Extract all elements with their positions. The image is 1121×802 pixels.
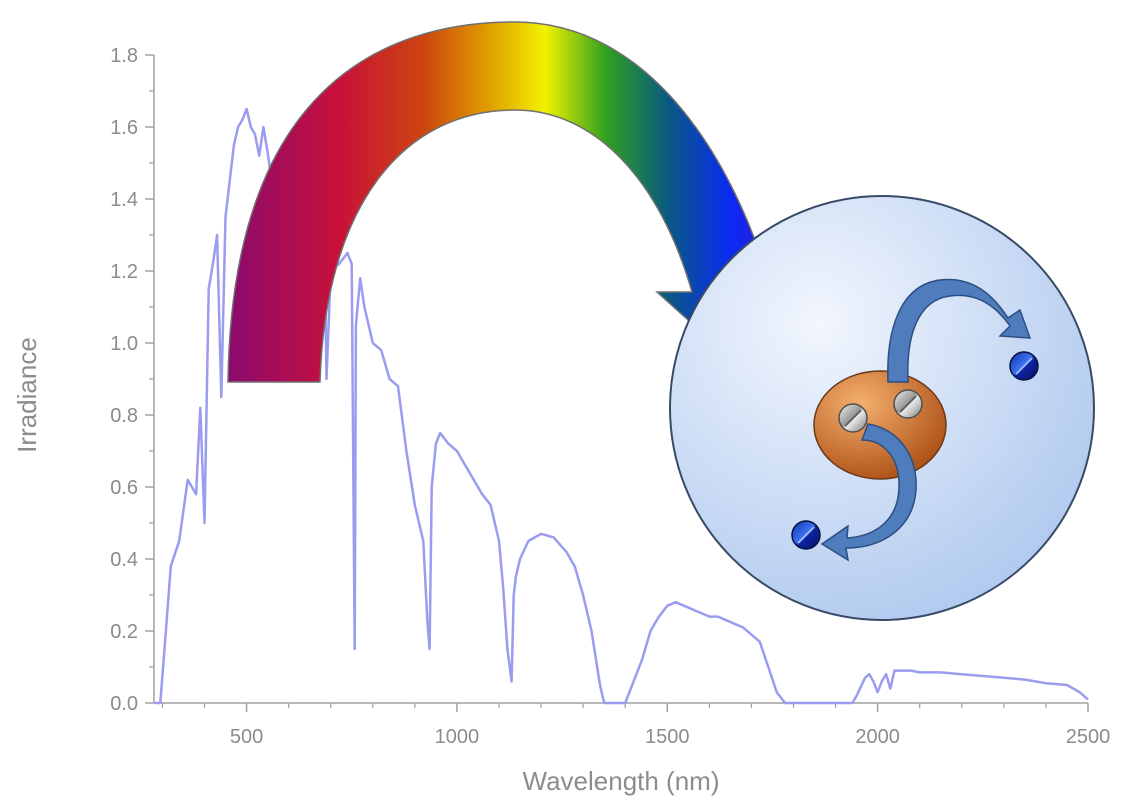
y-tick-label: 1.6 — [110, 117, 138, 139]
y-tick-label: 0.2 — [110, 621, 138, 643]
y-tick-label: 1.0 — [110, 333, 138, 355]
electron-transfer-arrow-upper — [887, 278, 1032, 383]
y-tick-label: 0.4 — [110, 549, 138, 571]
x-tick-label: 2000 — [855, 726, 900, 748]
electron-lower — [791, 520, 821, 550]
hole-right — [893, 389, 923, 419]
x-tick-label: 2500 — [1066, 726, 1111, 748]
x-ticks: 500 1000 1500 2000 2500 — [161, 703, 1111, 748]
x-tick-label: 1500 — [645, 726, 690, 748]
electron-transfer-arrow-lower — [820, 423, 917, 562]
y-tick-label: 0.6 — [110, 477, 138, 499]
charge-separation-illustration — [669, 195, 1095, 621]
nucleus — [813, 370, 947, 480]
electron-upper — [1009, 351, 1039, 381]
x-axis-label: Wavelength (nm) — [523, 766, 720, 796]
y-tick-label: 0.8 — [110, 405, 138, 427]
y-axis-label: Irradiance — [12, 337, 42, 453]
y-tick-label: 1.2 — [110, 261, 138, 283]
series-line-irradiance — [154, 107, 1089, 705]
y-tick-label: 0.0 — [110, 693, 138, 715]
series-layer — [154, 107, 1089, 705]
x-tick-label: 1000 — [435, 726, 480, 748]
hole-left — [838, 403, 868, 433]
y-ticks: 0.0 0.2 0.4 0.6 0.8 1.0 1.2 1.4 1.6 1.8 — [110, 45, 154, 715]
axes: 0.0 0.2 0.4 0.6 0.8 1.0 1.2 1.4 1.6 1.8 500 1000 15… — [12, 45, 1110, 796]
y-tick-label: 1.4 — [110, 189, 138, 211]
x-tick-label: 500 — [230, 726, 263, 748]
y-tick-label: 1.8 — [110, 45, 138, 67]
